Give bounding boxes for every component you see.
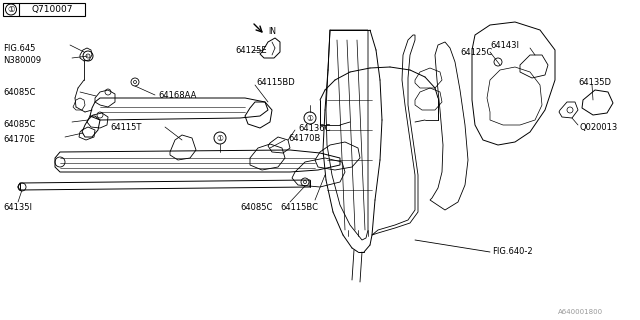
- Text: ①: ①: [307, 114, 314, 123]
- Text: 64143I: 64143I: [490, 41, 519, 50]
- Text: 64168AA: 64168AA: [158, 91, 196, 100]
- Text: 64135D: 64135D: [578, 77, 611, 86]
- Text: 64170B: 64170B: [288, 133, 321, 142]
- Text: A640001800: A640001800: [557, 309, 603, 315]
- Text: 64085C: 64085C: [3, 87, 35, 97]
- Text: N380009: N380009: [3, 55, 41, 65]
- Text: 64170E: 64170E: [3, 134, 35, 143]
- Text: 64085C: 64085C: [240, 204, 273, 212]
- Text: 64085C: 64085C: [3, 119, 35, 129]
- Text: 64115BC: 64115BC: [280, 203, 318, 212]
- Text: 64125E: 64125E: [235, 45, 267, 54]
- Text: ①: ①: [7, 5, 15, 14]
- Text: 64115BD: 64115BD: [256, 77, 295, 86]
- Text: ①: ①: [216, 133, 223, 142]
- FancyBboxPatch shape: [3, 3, 85, 16]
- Text: 64135I: 64135I: [3, 203, 32, 212]
- Text: 64125C: 64125C: [460, 47, 492, 57]
- Text: 64115T: 64115T: [110, 123, 141, 132]
- Text: Q020013: Q020013: [580, 123, 618, 132]
- Text: IN: IN: [268, 27, 276, 36]
- Text: FIG.640-2: FIG.640-2: [492, 247, 532, 257]
- Text: 64136C: 64136C: [298, 124, 330, 132]
- Text: Q710007: Q710007: [31, 5, 73, 14]
- Text: FIG.645: FIG.645: [3, 44, 35, 52]
